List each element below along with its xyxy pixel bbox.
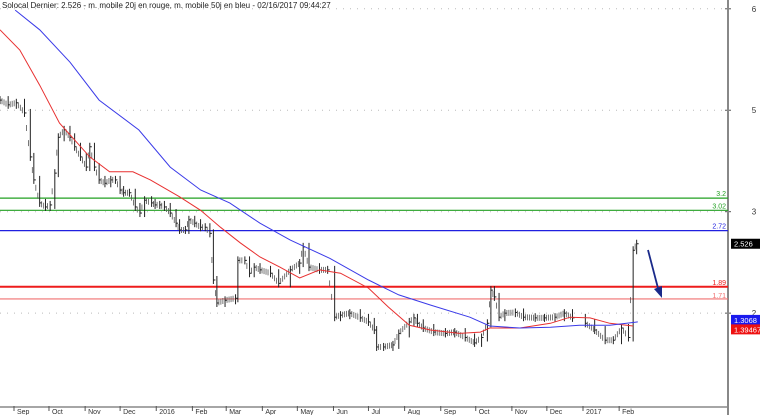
y-tick-label: 6 [752, 5, 757, 14]
level-label: 3.02 [712, 203, 726, 210]
ma50-line [14, 9, 638, 329]
value-label-text: 1.3068 [734, 316, 757, 325]
x-tick-label: Oct [479, 409, 490, 415]
y-tick-label: 2 [752, 309, 757, 318]
level-label: 2.72 [712, 224, 726, 231]
value-label-text: 2.526 [734, 240, 753, 249]
value-label: 2.526 [731, 238, 760, 249]
level-label: 1.71 [712, 293, 726, 300]
y-tick-label: 5 [752, 106, 757, 115]
level-label: 3.2 [716, 191, 726, 198]
value-label-box [731, 238, 760, 249]
x-tick-label: Apr [265, 409, 277, 415]
ma20-line [0, 29, 634, 334]
level-label: 1.89 [712, 280, 726, 287]
x-tick-label: Sep [444, 409, 457, 415]
x-tick-label: Aug [408, 409, 421, 415]
x-tick-label: Jul [371, 409, 380, 415]
x-tick-label: 2017 [586, 409, 602, 415]
arrow-head-icon [654, 286, 662, 298]
chart-title: Solocal Dernier: 2.526 - m. mobile 20j e… [2, 1, 331, 10]
x-tick-label: Nov [515, 409, 528, 415]
x-tick-label: Nov [88, 409, 101, 415]
x-tick-label: Dec [550, 409, 563, 415]
x-tick-label: Mar [229, 409, 242, 415]
x-tick-label: May [300, 409, 314, 415]
down-arrow-annotation [647, 249, 662, 298]
arrow-shaft [647, 249, 660, 293]
x-tick-label: Feb [195, 409, 207, 415]
x-tick-label: Sep [17, 409, 30, 415]
x-tick-label: Oct [52, 409, 63, 415]
value-label-text: 1.39467 [734, 325, 760, 334]
y-tick-label: 3 [752, 208, 757, 217]
x-tick-label: Feb [622, 409, 634, 415]
x-tick-label: 2016 [159, 409, 175, 415]
x-tick-label: Jun [336, 409, 347, 415]
value-label-box [731, 324, 760, 335]
x-tick-label: Dec [123, 409, 136, 415]
value-label: 1.39467 [731, 324, 760, 335]
value-label: 1.3068 [731, 314, 760, 325]
value-label-box [731, 314, 760, 325]
